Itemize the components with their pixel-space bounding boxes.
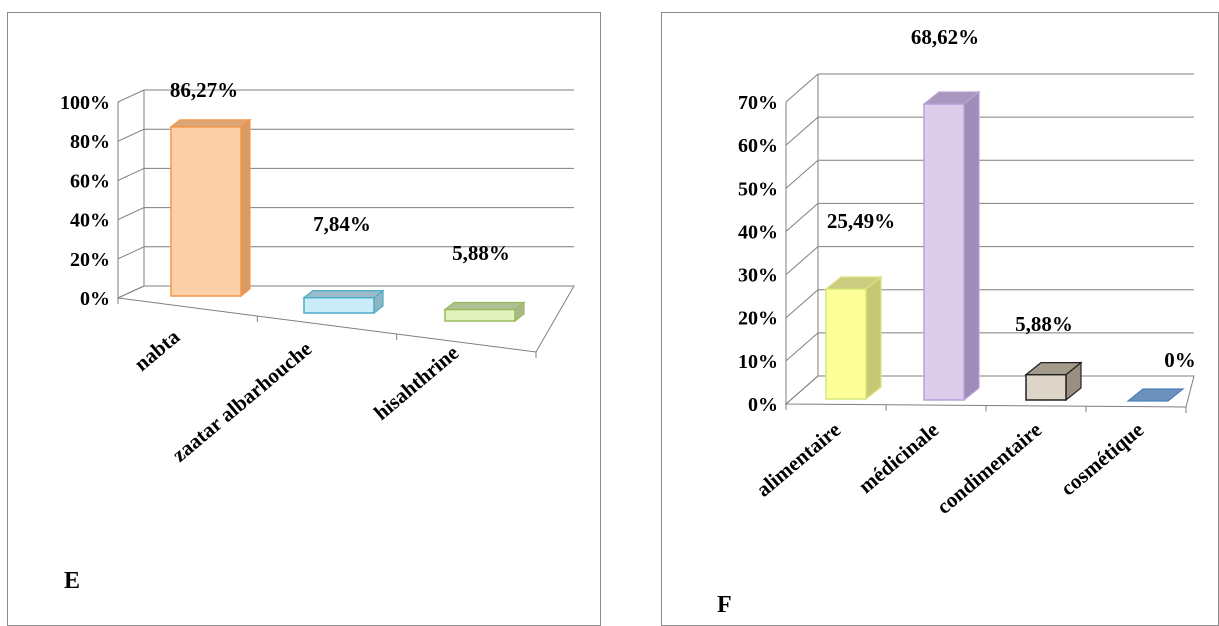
y-tick-label: 50% [738,178,778,200]
y-tick-label: 10% [738,351,778,373]
y-tick-label: 20% [70,249,110,271]
y-tick-label: 0% [80,288,110,310]
x-category-label: alimentaire [751,417,845,501]
chart-panel-f: 0% 10% 20% 30% 40% 50% 60% 70% 25,49% alimentaire… [661,12,1219,626]
data-label: 25,49% [827,209,895,233]
bar-top [169,119,252,128]
data-label: 68,62% [911,25,979,49]
bar [170,126,242,297]
y-tick-label: 40% [738,221,778,243]
y-tick-label: 20% [738,308,778,330]
gridline-side [785,246,819,275]
bar [923,103,965,401]
bar-top [302,290,385,299]
gridline-side [117,167,145,181]
bar [1025,373,1067,401]
x-category-label: hisahthrine [369,340,463,424]
y-tick-label: 40% [70,210,110,232]
y-tick-label: 60% [738,135,778,157]
data-label: 7,84% [313,212,371,236]
bar [303,296,375,314]
gridline-side [117,246,145,260]
x-category-label: condimentaire [932,417,1046,518]
gridline-side [785,73,819,103]
chart-panel-e: 0% 20% 40% 60% 80% 100% 86,27% nabta 7,84% zaatar… [7,12,601,626]
data-label: 5,88% [452,241,510,265]
bar-top [1024,362,1083,376]
data-label: 86,27% [170,78,238,102]
bar [825,288,867,400]
gridline-side [785,332,819,362]
bar-side [865,275,882,401]
gridline-side [785,289,819,319]
gridline-side [785,203,819,232]
data-label: 5,88% [1015,312,1073,336]
data-label: 0% [1164,348,1196,372]
gridline-side [117,89,145,103]
bar [444,308,516,322]
y-tick-label: 70% [738,92,778,114]
y-tick-label: 60% [70,170,110,192]
gridline-side [785,159,819,189]
x-category-label: nabta [129,324,184,376]
y-tick-label: 0% [748,394,778,416]
bar-top [443,301,526,311]
bar-top [1126,388,1185,402]
bar-top [824,276,883,290]
chart-e-svg: 0% 20% 40% 60% 80% 100% 86,27% nabta 7,84% zaatar… [60,78,575,467]
x-category-label: cosmétique [1056,417,1148,500]
chart-f-svg: 0% 10% 20% 30% 40% 50% 60% 70% 25,49% alimentaire… [738,25,1196,519]
bar-side [240,118,251,298]
bar-side [963,90,980,402]
x-category-label: zaatar albarhouche [167,336,316,466]
gridline-side [117,128,145,142]
panel-label-f: F [717,592,732,618]
y-tick-label: 80% [70,131,110,153]
y-tick-label: 30% [738,265,778,287]
y-tick-label: 100% [60,92,110,114]
chart-floor [784,375,1195,408]
gridline-side [117,207,145,221]
panel-label-e: E [64,568,81,594]
bar-top [922,91,981,105]
x-category-label: médicinale [854,417,944,498]
gridline-side [785,116,819,146]
